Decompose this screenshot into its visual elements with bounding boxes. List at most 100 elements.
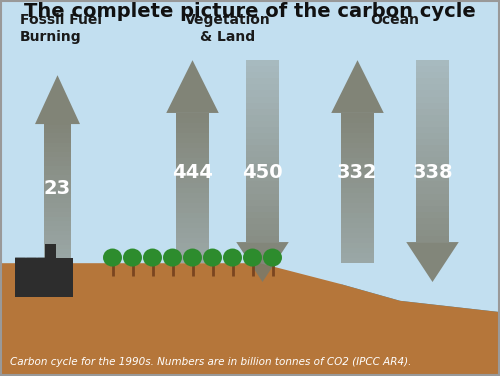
Bar xyxy=(44,175,72,180)
Bar xyxy=(176,188,209,193)
Bar xyxy=(341,198,374,203)
Text: 332: 332 xyxy=(337,164,378,182)
Ellipse shape xyxy=(123,249,142,267)
Bar xyxy=(176,223,209,228)
Ellipse shape xyxy=(143,249,162,267)
Bar xyxy=(246,188,279,194)
Bar xyxy=(416,224,449,230)
Bar xyxy=(341,138,374,143)
Bar xyxy=(341,188,374,193)
Bar xyxy=(416,85,449,91)
Bar xyxy=(246,206,279,212)
Bar xyxy=(416,78,449,85)
Bar xyxy=(341,148,374,153)
Bar xyxy=(246,194,279,200)
Bar xyxy=(44,235,72,240)
Bar xyxy=(416,97,449,103)
Bar xyxy=(416,139,449,145)
Bar xyxy=(44,231,72,235)
Bar xyxy=(341,208,374,213)
Bar xyxy=(341,233,374,238)
Bar xyxy=(176,163,209,168)
Bar xyxy=(176,258,209,263)
Bar xyxy=(246,200,279,206)
Bar xyxy=(246,224,279,230)
Bar xyxy=(44,133,72,138)
Polygon shape xyxy=(236,242,289,282)
Bar xyxy=(44,180,72,184)
Bar xyxy=(176,248,209,253)
Bar xyxy=(416,121,449,127)
Bar xyxy=(416,109,449,115)
Bar xyxy=(15,258,72,297)
Ellipse shape xyxy=(183,249,202,267)
Bar xyxy=(44,152,72,156)
Bar xyxy=(416,182,449,188)
Bar xyxy=(176,233,209,238)
Bar xyxy=(246,91,279,97)
Bar xyxy=(416,127,449,133)
Ellipse shape xyxy=(243,249,262,267)
Bar xyxy=(176,213,209,218)
Bar xyxy=(341,253,374,258)
Bar xyxy=(416,218,449,224)
Bar xyxy=(341,133,374,138)
Bar xyxy=(176,228,209,233)
Text: Carbon cycle for the 1990s. Numbers are in billion tonnes of CO2 (IPCC AR4).: Carbon cycle for the 1990s. Numbers are … xyxy=(10,356,411,367)
Ellipse shape xyxy=(163,249,182,267)
Bar xyxy=(176,158,209,163)
Bar xyxy=(416,200,449,206)
Bar xyxy=(44,156,72,161)
Bar xyxy=(246,109,279,115)
Bar xyxy=(341,228,374,233)
Bar xyxy=(176,193,209,198)
Bar xyxy=(44,166,72,170)
Text: 23: 23 xyxy=(44,179,71,197)
Bar xyxy=(416,188,449,194)
Bar xyxy=(341,223,374,228)
Bar xyxy=(246,60,279,66)
Text: Fossil Fuel
Burning: Fossil Fuel Burning xyxy=(20,13,102,44)
Bar xyxy=(44,259,72,263)
Bar xyxy=(246,66,279,72)
Bar xyxy=(44,212,72,217)
Bar xyxy=(176,138,209,143)
Bar xyxy=(44,170,72,175)
Bar xyxy=(44,240,72,245)
Ellipse shape xyxy=(223,249,242,267)
Bar xyxy=(246,145,279,151)
Bar xyxy=(176,208,209,213)
Bar xyxy=(246,182,279,188)
Bar xyxy=(246,85,279,91)
Polygon shape xyxy=(35,75,80,124)
Bar xyxy=(176,118,209,123)
Bar xyxy=(416,66,449,72)
Polygon shape xyxy=(37,258,48,269)
Bar xyxy=(341,118,374,123)
Bar xyxy=(44,184,72,189)
Bar xyxy=(246,163,279,169)
Bar xyxy=(44,217,72,221)
Ellipse shape xyxy=(203,249,222,267)
Bar xyxy=(246,103,279,109)
Bar xyxy=(341,213,374,218)
Bar xyxy=(416,145,449,151)
Bar xyxy=(44,245,72,249)
Bar xyxy=(44,221,72,226)
Polygon shape xyxy=(166,60,219,113)
Bar xyxy=(341,218,374,223)
Text: Ocean: Ocean xyxy=(370,13,420,27)
Bar xyxy=(246,115,279,121)
Bar xyxy=(246,151,279,157)
Bar xyxy=(176,198,209,203)
Bar xyxy=(246,97,279,103)
Bar xyxy=(246,72,279,78)
Bar xyxy=(176,178,209,183)
Bar xyxy=(176,238,209,243)
Bar xyxy=(246,121,279,127)
Bar xyxy=(341,203,374,208)
Bar xyxy=(341,128,374,133)
Bar xyxy=(246,157,279,163)
Bar xyxy=(176,133,209,138)
Bar xyxy=(341,258,374,263)
